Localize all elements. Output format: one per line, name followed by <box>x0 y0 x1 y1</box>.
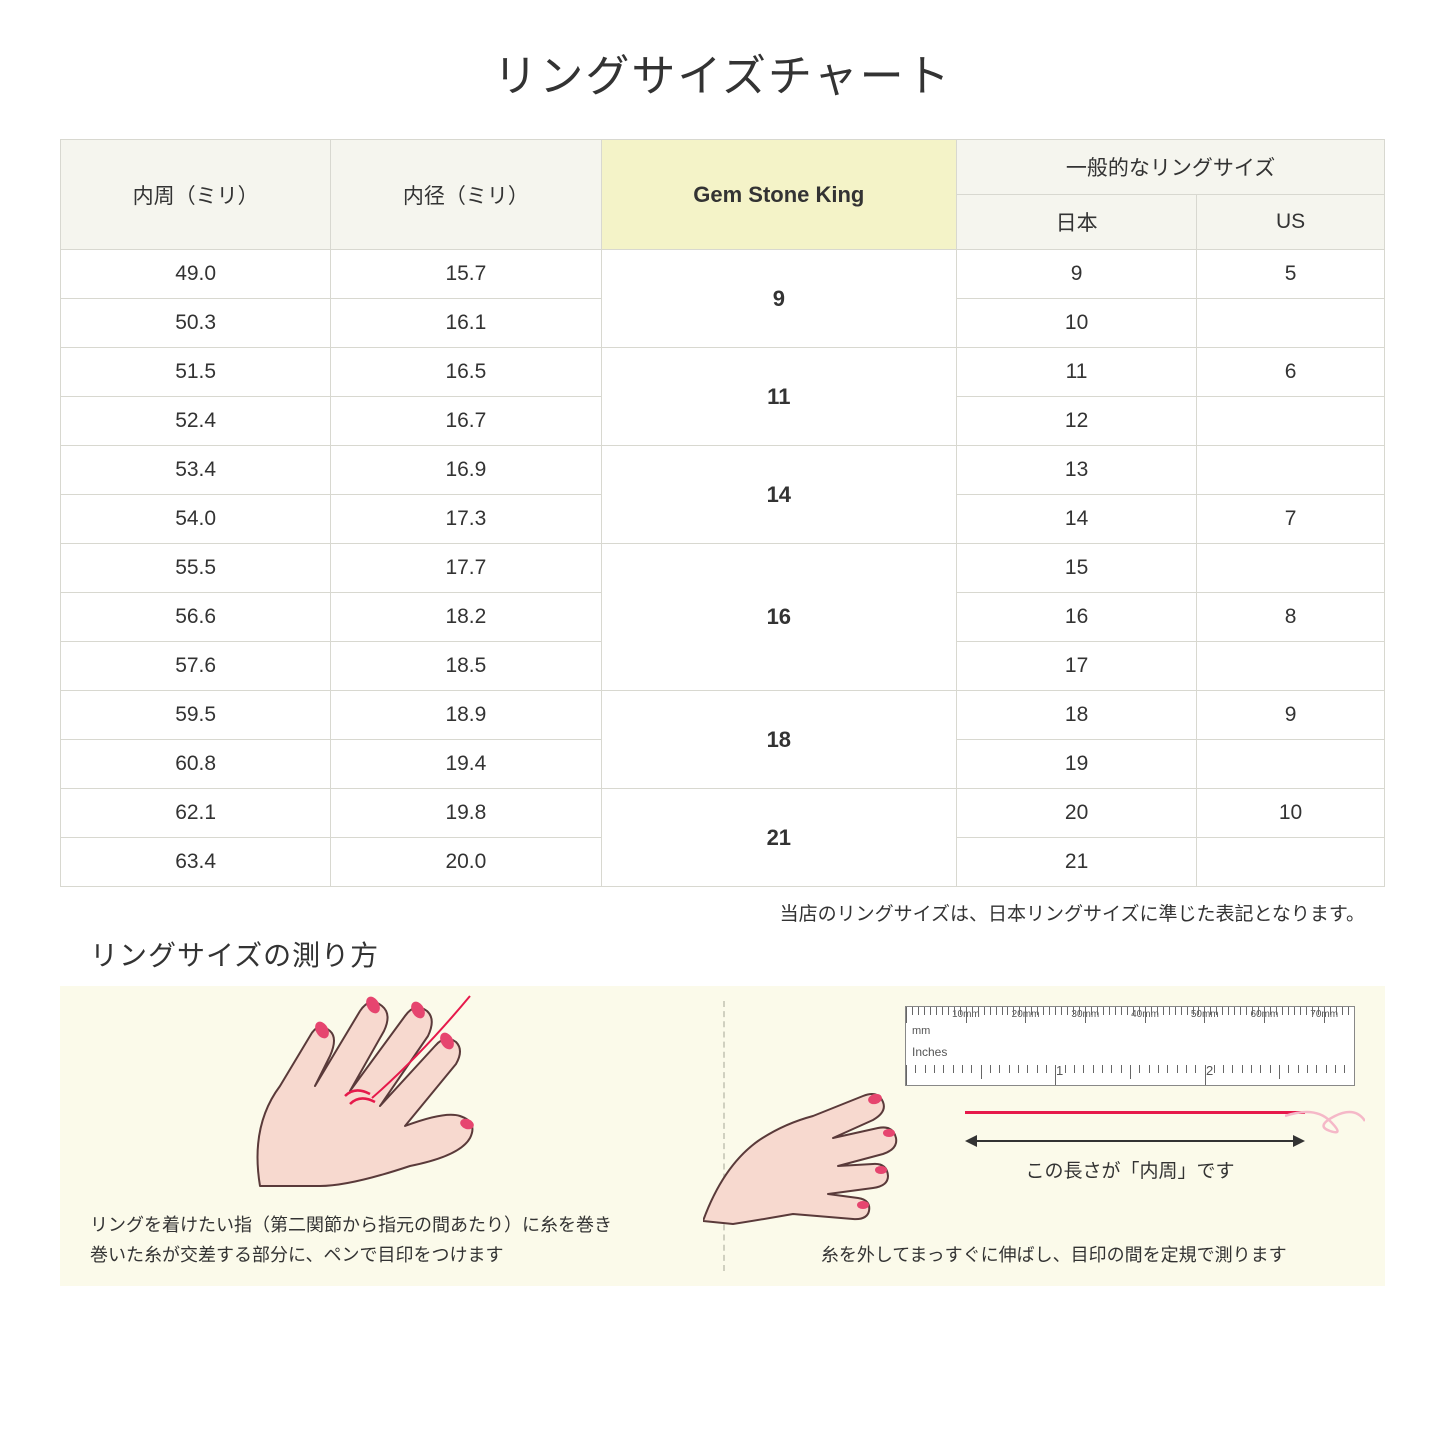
cell-circumference: 63.4 <box>61 838 331 887</box>
table-row: 51.516.511116 <box>61 348 1385 397</box>
cell-diameter: 15.7 <box>331 250 601 299</box>
cell-circumference: 53.4 <box>61 446 331 495</box>
caption-left: リングを着けたい指（第二関節から指元の間あたり）に糸を巻き巻いた糸が交差する部分… <box>90 1210 693 1271</box>
table-row: 55.517.71615 <box>61 544 1385 593</box>
col-us: US <box>1197 195 1385 250</box>
cell-gsk: 21 <box>601 789 957 887</box>
size-chart-table: 内周（ミリ） 内径（ミリ） Gem Stone King 一般的なリングサイズ … <box>60 139 1385 887</box>
cell-japan: 20 <box>957 789 1197 838</box>
hand-measure-illustration <box>703 1046 903 1226</box>
cell-japan: 13 <box>957 446 1197 495</box>
cell-us <box>1197 740 1385 789</box>
cell-japan: 18 <box>957 691 1197 740</box>
col-diameter: 内径（ミリ） <box>331 140 601 250</box>
page-title: リングサイズチャート <box>60 40 1385 104</box>
cell-gsk: 16 <box>601 544 957 691</box>
cell-japan: 19 <box>957 740 1197 789</box>
table-row: 53.416.91413 <box>61 446 1385 495</box>
cell-japan: 21 <box>957 838 1197 887</box>
cell-japan: 11 <box>957 348 1197 397</box>
cell-japan: 14 <box>957 495 1197 544</box>
cell-diameter: 18.5 <box>331 642 601 691</box>
col-common-group: 一般的なリングサイズ <box>957 140 1385 195</box>
instruction-left: リングを着けたい指（第二関節から指元の間あたり）に糸を巻き巻いた糸が交差する部分… <box>60 986 723 1286</box>
table-row: 62.119.8212010 <box>61 789 1385 838</box>
cell-japan: 9 <box>957 250 1197 299</box>
cell-us: 8 <box>1197 593 1385 642</box>
ruler-ticks-inch <box>906 1065 1354 1085</box>
ruler-mm-label: mm <box>912 1025 930 1037</box>
cell-us <box>1197 838 1385 887</box>
cell-japan: 17 <box>957 642 1197 691</box>
hand-wrap-illustration <box>200 976 580 1196</box>
col-japan: 日本 <box>957 195 1197 250</box>
cell-diameter: 17.7 <box>331 544 601 593</box>
cell-circumference: 52.4 <box>61 397 331 446</box>
cell-diameter: 18.9 <box>331 691 601 740</box>
cell-gsk: 9 <box>601 250 957 348</box>
cell-diameter: 16.9 <box>331 446 601 495</box>
cell-us: 5 <box>1197 250 1385 299</box>
cell-diameter: 19.8 <box>331 789 601 838</box>
cell-us <box>1197 299 1385 348</box>
cell-diameter: 20.0 <box>331 838 601 887</box>
cell-us: 7 <box>1197 495 1385 544</box>
cell-diameter: 17.3 <box>331 495 601 544</box>
cell-us <box>1197 642 1385 691</box>
ruler: 10mm20mm30mm40mm50mm60mm70mm mm Inches 1… <box>905 1006 1355 1086</box>
cell-japan: 10 <box>957 299 1197 348</box>
cell-circumference: 62.1 <box>61 789 331 838</box>
cell-circumference: 54.0 <box>61 495 331 544</box>
cell-circumference: 59.5 <box>61 691 331 740</box>
footnote: 当店のリングサイズは、日本リングサイズに準じた表記となります。 <box>60 899 1385 926</box>
thread-line <box>965 1111 1305 1114</box>
cell-gsk: 11 <box>601 348 957 446</box>
cell-us <box>1197 397 1385 446</box>
cell-us <box>1197 544 1385 593</box>
cell-diameter: 18.2 <box>331 593 601 642</box>
cell-circumference: 60.8 <box>61 740 331 789</box>
ruler-ticks-mm <box>906 1007 1354 1023</box>
measure-arrow <box>965 1131 1305 1151</box>
cell-circumference: 49.0 <box>61 250 331 299</box>
cell-diameter: 16.1 <box>331 299 601 348</box>
table-row: 59.518.918189 <box>61 691 1385 740</box>
cell-circumference: 51.5 <box>61 348 331 397</box>
instruction-right: 10mm20mm30mm40mm50mm60mm70mm mm Inches 1… <box>723 986 1386 1286</box>
caption-right: 糸を外してまっすぐに伸ばし、目印の間を定規で測ります <box>753 1240 1356 1271</box>
cell-diameter: 16.7 <box>331 397 601 446</box>
cell-circumference: 50.3 <box>61 299 331 348</box>
cell-gsk: 14 <box>601 446 957 544</box>
col-gsk: Gem Stone King <box>601 140 957 250</box>
cell-diameter: 19.4 <box>331 740 601 789</box>
cell-circumference: 56.6 <box>61 593 331 642</box>
cell-japan: 16 <box>957 593 1197 642</box>
arrow-label: この長さが「内周」です <box>905 1156 1355 1183</box>
cell-us: 10 <box>1197 789 1385 838</box>
cell-japan: 12 <box>957 397 1197 446</box>
cell-us <box>1197 446 1385 495</box>
cell-diameter: 16.5 <box>331 348 601 397</box>
how-to-title: リングサイズの測り方 <box>90 934 1385 974</box>
cell-circumference: 55.5 <box>61 544 331 593</box>
cell-us: 6 <box>1197 348 1385 397</box>
cell-japan: 15 <box>957 544 1197 593</box>
cell-circumference: 57.6 <box>61 642 331 691</box>
instruction-panel: リングを着けたい指（第二関節から指元の間あたり）に糸を巻き巻いた糸が交差する部分… <box>60 986 1385 1286</box>
ruler-area: 10mm20mm30mm40mm50mm60mm70mm mm Inches 1… <box>905 1006 1355 1086</box>
cell-gsk: 18 <box>601 691 957 789</box>
ruler-inch-label: Inches <box>912 1045 947 1059</box>
cell-us: 9 <box>1197 691 1385 740</box>
col-circumference: 内周（ミリ） <box>61 140 331 250</box>
table-row: 49.015.7995 <box>61 250 1385 299</box>
